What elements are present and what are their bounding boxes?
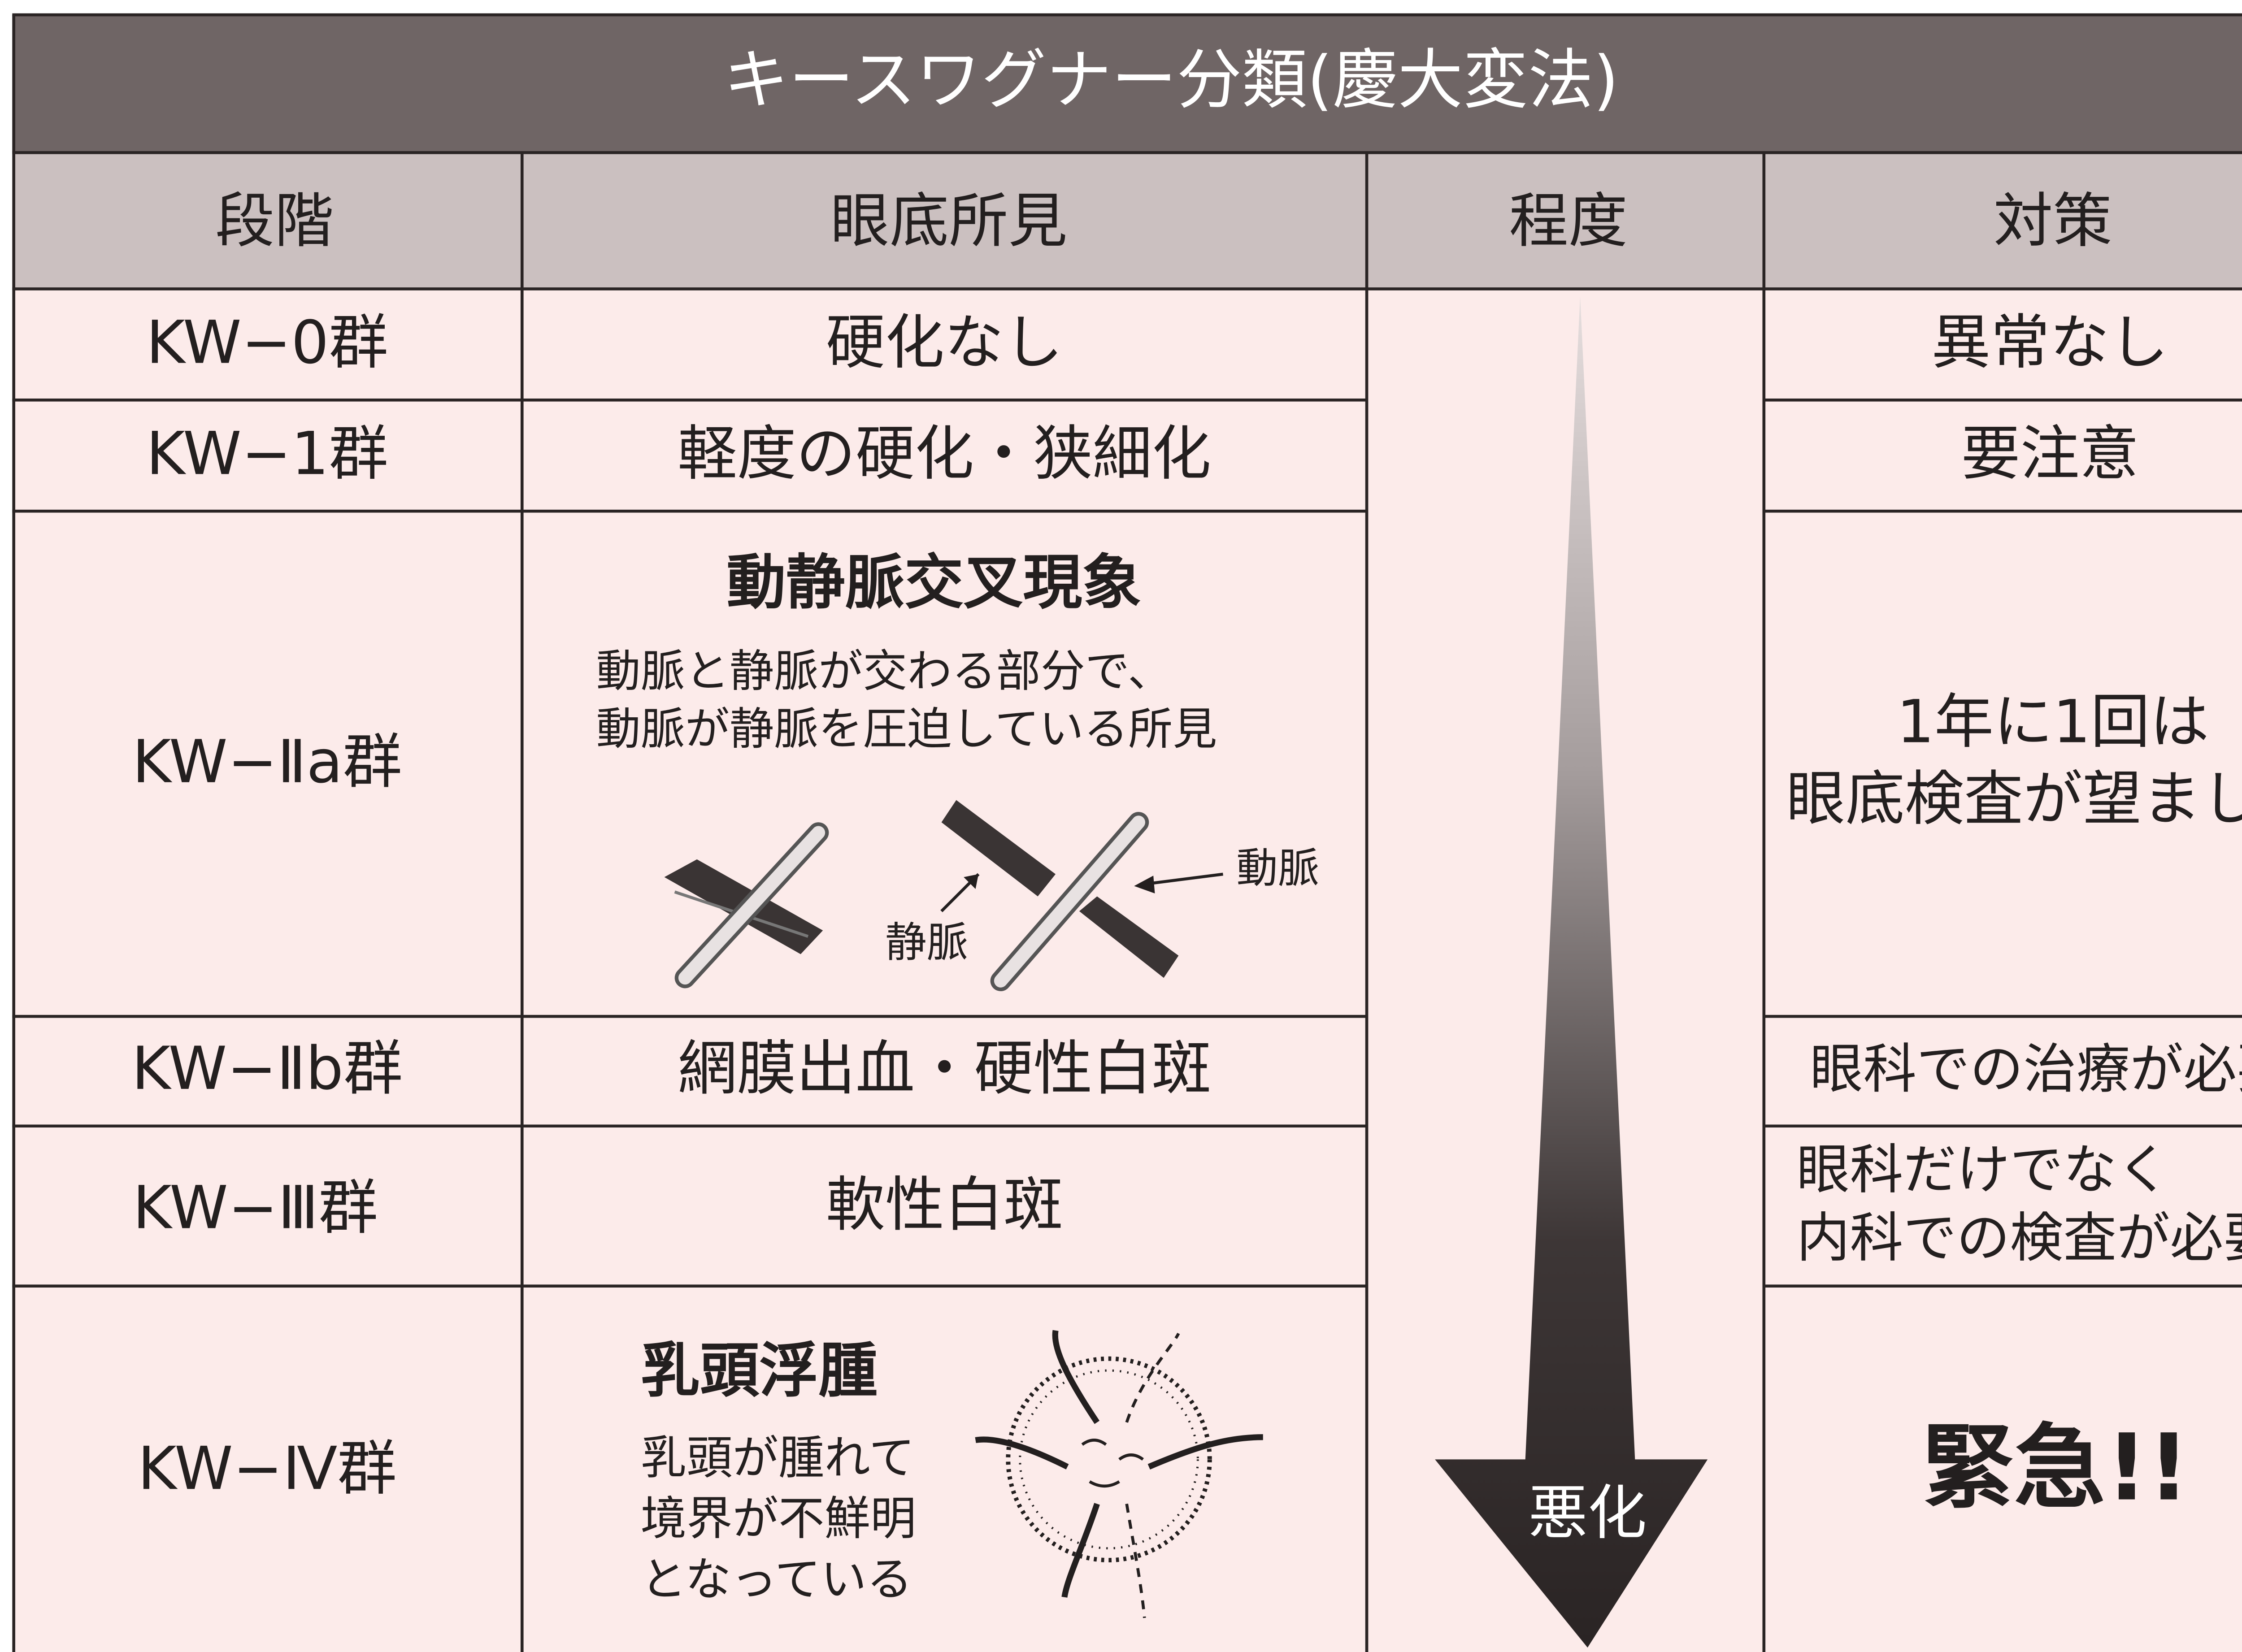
column-header: 段階 (215, 186, 334, 256)
title-bar (12, 15, 2242, 153)
stage: KW−Ⅲ群 (133, 1174, 378, 1243)
action: 1年に1回は (1897, 688, 2209, 757)
finding: 軽度の硬化・狭細化 (678, 419, 1211, 488)
action: 異常なし (1931, 308, 2168, 377)
description: 境界が不鮮明 (641, 1492, 917, 1545)
header-row (12, 152, 2242, 289)
column-header: 程度 (1509, 186, 1627, 256)
finding: 軟性白斑 (826, 1171, 1063, 1240)
description: となっている (641, 1553, 912, 1606)
description: 動脈が静脈を圧迫している所見 (596, 703, 1217, 755)
action: 眼底検査が望ましい (1786, 764, 2242, 833)
description: 動脈と静脈が交わる部分で、 (596, 646, 1173, 697)
figure-label: 動脈 (1236, 844, 1319, 893)
action: 眼科だけでなく (1797, 1139, 2170, 1201)
action: 眼科での治療が必要 (1810, 1038, 2242, 1100)
body-bg (12, 289, 2242, 1652)
arrow-label: 悪化 (1528, 1479, 1647, 1548)
crossing-illustration (664, 800, 1223, 991)
finding: 動静脈交叉現象 (726, 548, 1141, 617)
stage: KW−Ⅱa群 (132, 728, 402, 797)
action: 緊急!! (1922, 1415, 2190, 1522)
finding: 硬化なし (826, 308, 1063, 377)
column-header: 眼底所見 (830, 186, 1068, 256)
table-grid (12, 13, 2242, 1652)
worsening-arrow (1435, 296, 1708, 1648)
finding: 網膜出血・硬性白斑 (678, 1034, 1211, 1103)
finding: 乳頭浮腫 (641, 1336, 878, 1405)
stage: KW−1群 (146, 419, 388, 488)
title: キースワグナー分類(慶大変法) (724, 42, 1619, 118)
stage: KW−Ⅱb群 (132, 1034, 403, 1103)
action: 内科での検査が必要 (1797, 1207, 2242, 1269)
action: 要注意 (1961, 419, 2139, 488)
stage: KW−Ⅳ群 (138, 1434, 397, 1503)
stage: KW−0群 (146, 308, 388, 377)
column-header: 対策 (1994, 186, 2112, 256)
description: 乳頭が腫れて (641, 1431, 915, 1485)
figure-label: 静脈 (885, 918, 968, 967)
